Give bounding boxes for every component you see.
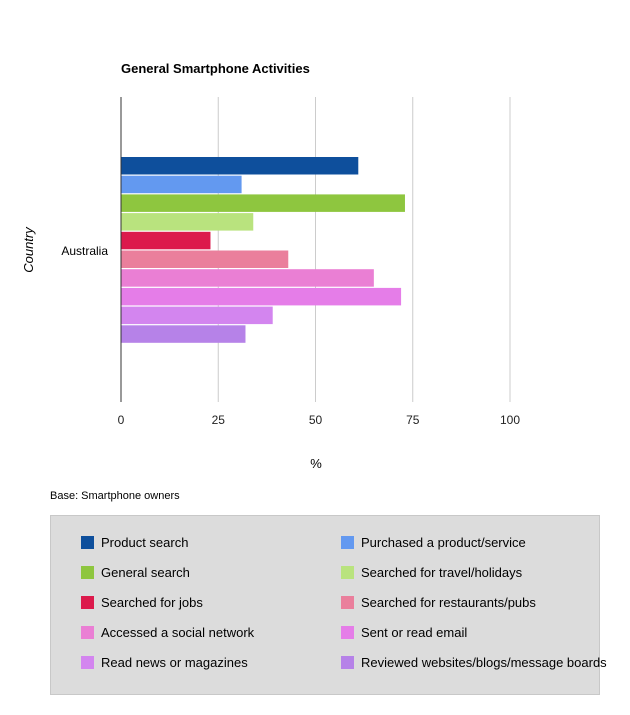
bars: [121, 157, 405, 343]
legend-label: Read news or magazines: [101, 655, 248, 670]
legend-swatch: [341, 566, 354, 579]
legend-item[interactable]: Accessed a social network: [81, 625, 254, 640]
x-tick-labels: 0 25 50 75 100: [118, 413, 521, 427]
legend-swatch: [81, 536, 94, 549]
x-tick-label: 50: [309, 413, 323, 427]
bar-accessed-a-social-network[interactable]: [121, 269, 374, 287]
bar-searched-for-restaurants-pubs[interactable]: [121, 250, 289, 269]
bar-product-search[interactable]: [121, 157, 359, 175]
legend-item[interactable]: Reviewed websites/blogs/message boards: [341, 655, 607, 670]
legend-item[interactable]: Searched for travel/holidays: [341, 565, 522, 580]
x-tick-label: 25: [212, 413, 226, 427]
y-axis-label: Country: [21, 226, 36, 273]
legend-item[interactable]: Searched for restaurants/pubs: [341, 595, 536, 610]
legend-label: Purchased a product/service: [361, 535, 526, 550]
legend-label: Searched for jobs: [101, 595, 203, 610]
legend-swatch: [341, 656, 354, 669]
bar-reviewed-websites-blogs-message-boards[interactable]: [121, 325, 246, 343]
bar-searched-for-jobs[interactable]: [121, 231, 211, 250]
x-tick-label: 75: [406, 413, 420, 427]
legend-item[interactable]: General search: [81, 565, 190, 580]
legend-swatch: [341, 626, 354, 639]
legend-item[interactable]: Purchased a product/service: [341, 535, 526, 550]
legend-item[interactable]: Sent or read email: [341, 625, 467, 640]
x-tick-label: 100: [500, 413, 520, 427]
legend-label: Searched for restaurants/pubs: [361, 595, 536, 610]
legend-item[interactable]: Product search: [81, 535, 188, 550]
bar-searched-for-travel-holidays[interactable]: [121, 213, 254, 231]
legend-swatch: [341, 536, 354, 549]
bar-chart: 0 25 50 75 100 Australia % Country: [21, 97, 521, 471]
legend-label: Accessed a social network: [101, 625, 255, 640]
bar-sent-or-read-email[interactable]: [121, 287, 402, 306]
legend-item[interactable]: Searched for jobs: [81, 595, 203, 610]
legend-swatch: [81, 596, 94, 609]
legend-label: Reviewed websites/blogs/message boards: [361, 655, 607, 670]
legend-swatch: [81, 626, 94, 639]
bar-general-search[interactable]: [121, 194, 405, 212]
chart-title: General Smartphone Activities: [121, 61, 310, 76]
base-note: Base: Smartphone owners: [50, 490, 180, 502]
legend-label: Sent or read email: [361, 625, 468, 640]
legend-label: General search: [101, 565, 190, 580]
legend-swatch: [81, 656, 94, 669]
legend-label: Searched for travel/holidays: [361, 565, 523, 580]
legend: Product search Purchased a product/servic…: [50, 515, 607, 695]
bar-purchased-a-product-service[interactable]: [121, 175, 242, 194]
category-label: Australia: [61, 244, 108, 258]
gridlines: [217, 97, 511, 402]
legend-swatch: [81, 566, 94, 579]
legend-item[interactable]: Read news or magazines: [81, 655, 248, 670]
legend-swatch: [341, 596, 354, 609]
x-axis-label: %: [310, 456, 322, 471]
x-tick-label: 0: [118, 413, 125, 427]
legend-label: Product search: [101, 535, 189, 550]
bar-read-news-or-magazines[interactable]: [121, 306, 273, 325]
